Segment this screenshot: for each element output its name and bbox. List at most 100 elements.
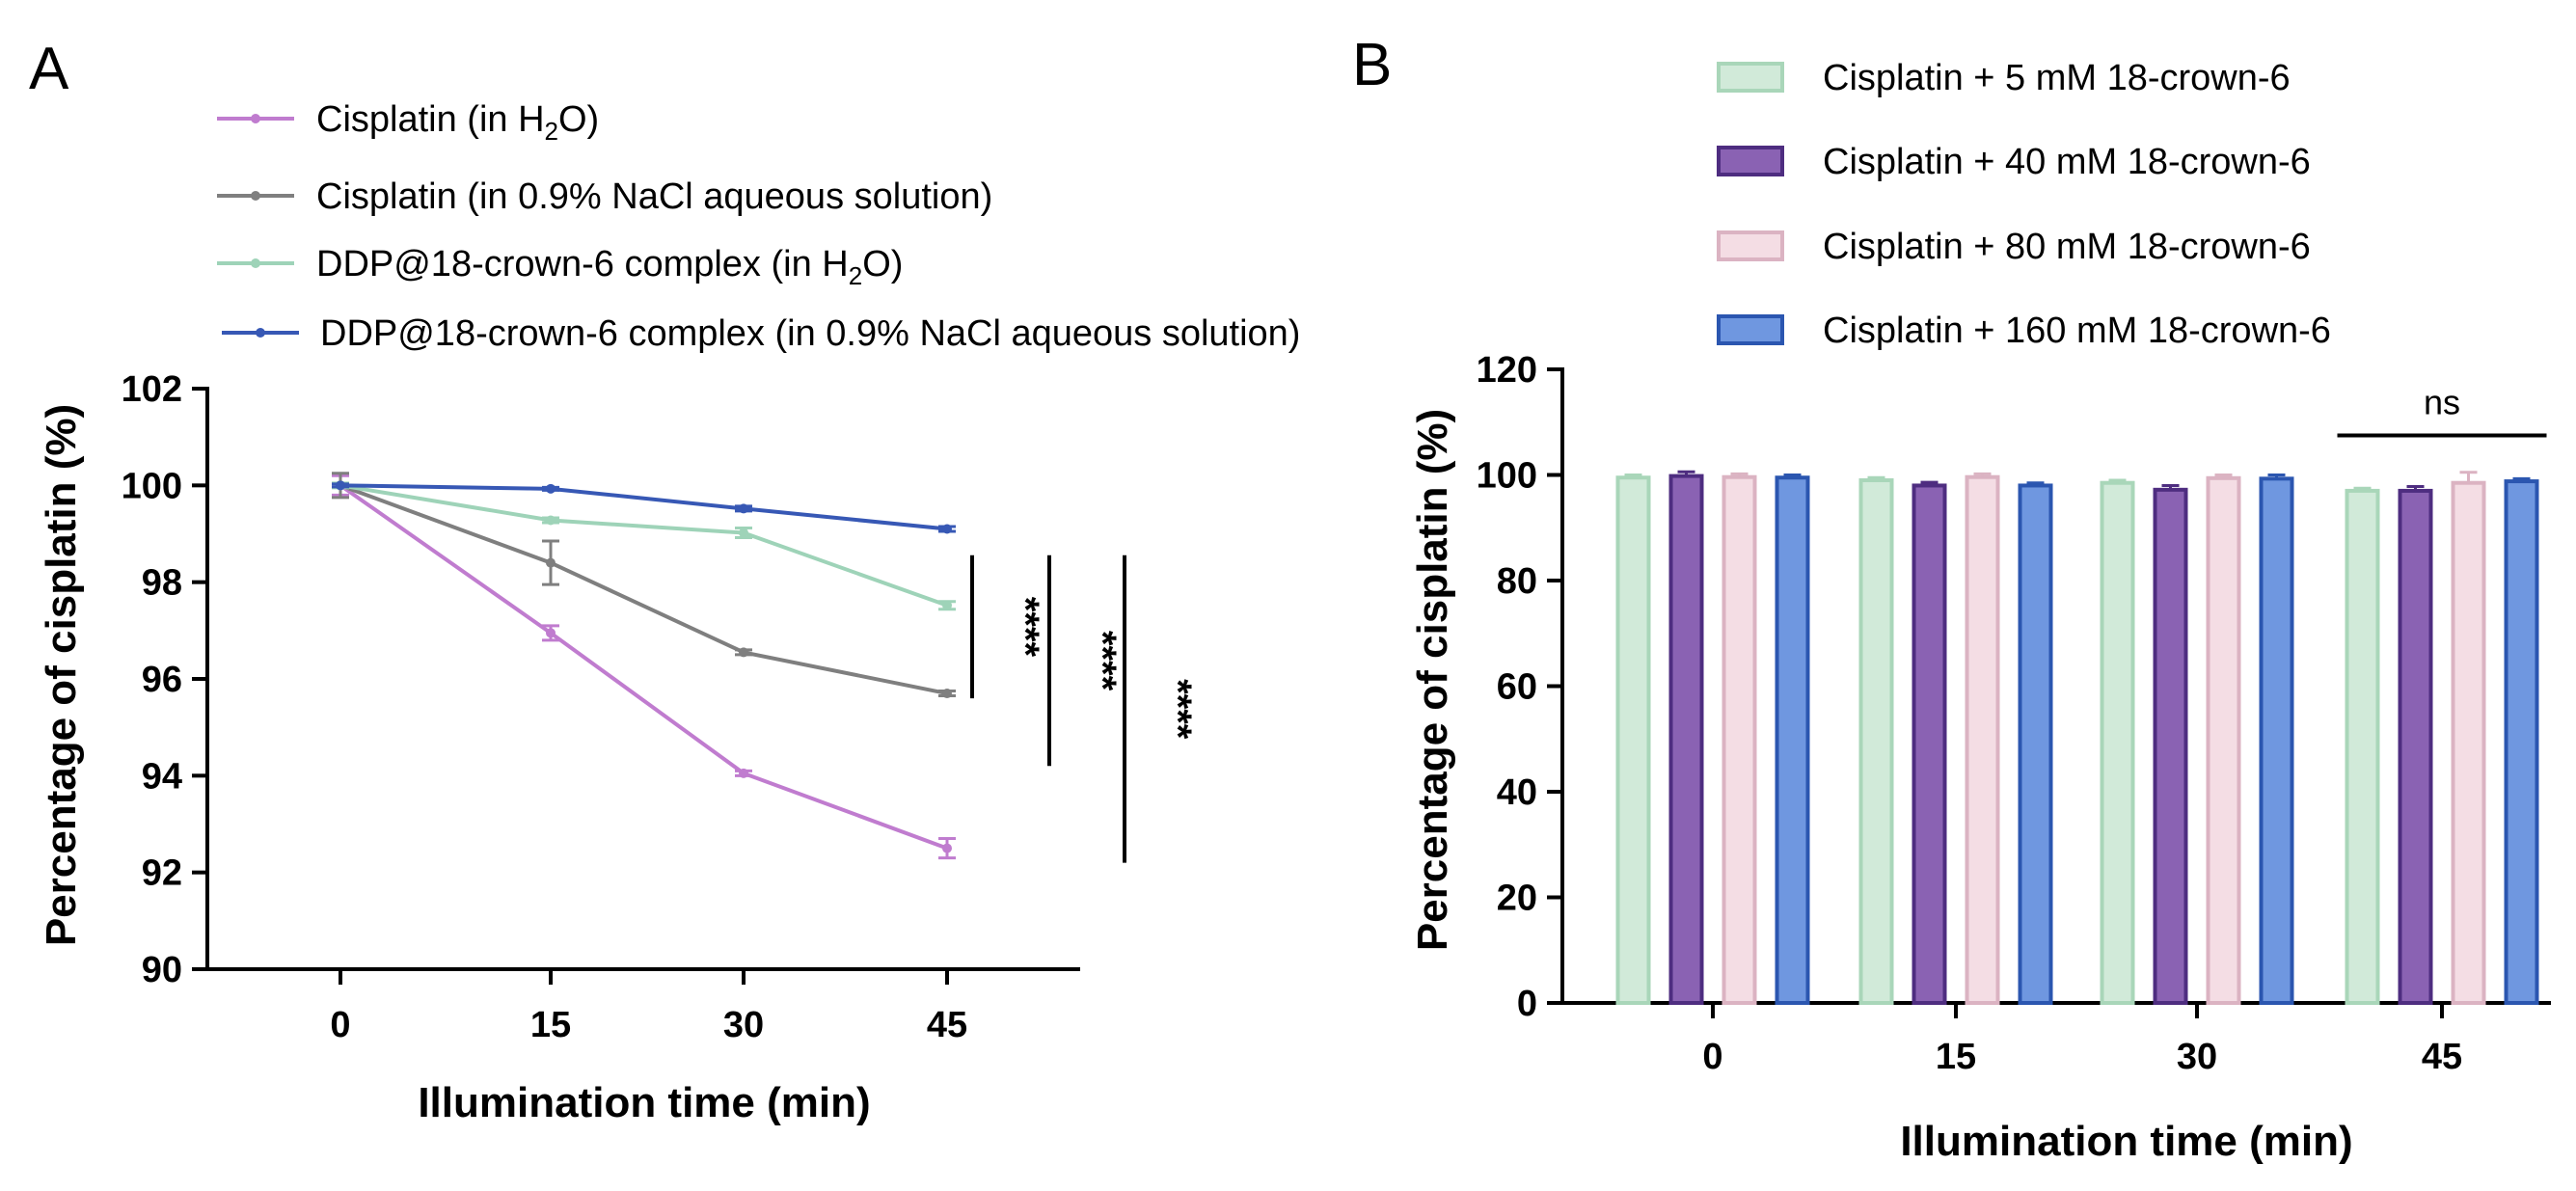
data-point xyxy=(739,647,748,658)
series-line xyxy=(339,483,948,851)
data-point xyxy=(546,628,556,638)
bar xyxy=(1615,475,1651,1005)
bar-group-item xyxy=(1912,480,1947,1005)
bar xyxy=(1965,474,2000,1005)
bar xyxy=(2345,488,2380,1005)
y-tick-label: 100 xyxy=(1477,456,1537,497)
bar-group-item xyxy=(2206,474,2241,1006)
significance-label: ns xyxy=(2424,382,2460,421)
y-tick-label: 80 xyxy=(1497,561,1537,602)
panel-b-axes: 0 20 40 60 80 100 120 0 15 30 45 xyxy=(1477,350,2551,1077)
y-tick-label: 0 xyxy=(1517,984,1537,1024)
legend-marker xyxy=(251,258,260,268)
panel-a-axes: 90 92 94 96 98 100 102 0 15 30 45 xyxy=(122,369,1080,1045)
bar xyxy=(1858,477,1894,1006)
panel-a-line-chart: A Cisplatin (in H2O)Cisplatin (in 0.9% N… xyxy=(29,36,1300,1126)
data-point xyxy=(739,528,748,538)
data-point xyxy=(942,524,952,534)
panel-a-x-axis-title: Illumination time (min) xyxy=(418,1079,870,1126)
series-line xyxy=(339,483,948,608)
panel-a-significance: **** **** **** xyxy=(970,555,1199,863)
data-point xyxy=(739,768,748,778)
significance-label: **** xyxy=(1004,597,1046,658)
significance-label: **** xyxy=(1081,631,1124,691)
y-tick-label: 102 xyxy=(122,369,182,410)
y-tick-label: 90 xyxy=(142,950,182,990)
bar xyxy=(2504,479,2539,1005)
y-tick-label: 96 xyxy=(142,660,182,700)
legend-label: Cisplatin + 160 mM 18-crown-6 xyxy=(1823,311,2331,351)
panel-a-label: A xyxy=(29,36,69,102)
bar xyxy=(2018,483,2053,1005)
panel-b-significance: ns xyxy=(2337,382,2547,438)
legend-item-2: Cisplatin + 80 mM 18-crown-6 xyxy=(1717,227,2311,267)
series-3 xyxy=(332,480,956,534)
legend-marker xyxy=(251,191,260,201)
bar-group-item xyxy=(2398,485,2433,1005)
legend-item-2: DDP@18-crown-6 complex (in H2O) xyxy=(217,244,903,290)
legend-swatch xyxy=(1717,314,1784,345)
x-tick-label: 30 xyxy=(2177,1037,2217,1077)
panel-b-bars xyxy=(1615,470,2539,1006)
series-1 xyxy=(332,472,956,699)
data-point xyxy=(739,503,748,514)
legend-swatch xyxy=(1717,62,1784,93)
x-tick-label: 45 xyxy=(927,1005,967,1045)
bar xyxy=(2259,476,2294,1005)
bar-group-item xyxy=(2504,476,2539,1005)
legend-text-part: DDP@18-crown-6 complex (in H xyxy=(316,244,849,284)
legend-label: DDP@18-crown-6 complex (in H2O) xyxy=(316,244,903,290)
bar-group-item xyxy=(1965,472,2000,1005)
legend-label: Cisplatin + 5 mM 18-crown-6 xyxy=(1823,58,2291,98)
bar-group-item xyxy=(1668,470,1704,1006)
legend-item-1: Cisplatin + 40 mM 18-crown-6 xyxy=(1717,142,2311,182)
x-tick-label: 45 xyxy=(2422,1037,2462,1077)
legend-marker xyxy=(251,114,260,123)
legend-label: Cisplatin + 40 mM 18-crown-6 xyxy=(1823,142,2311,182)
x-tick-label: 0 xyxy=(1702,1037,1722,1077)
legend-text-part: O) xyxy=(862,244,903,284)
bar-group-item xyxy=(1615,474,1651,1005)
bar xyxy=(2451,480,2486,1005)
bar-group-item xyxy=(1722,472,1757,1005)
bar-group-item xyxy=(2345,486,2380,1005)
bar-group-item xyxy=(2018,481,2053,1005)
y-tick-label: 40 xyxy=(1497,772,1537,813)
legend-label: DDP@18-crown-6 complex (in 0.9% NaCl aqu… xyxy=(320,313,1300,354)
legend-item-3: Cisplatin + 160 mM 18-crown-6 xyxy=(1717,311,2331,351)
bar-group-item xyxy=(1858,475,1894,1006)
data-point xyxy=(546,515,556,526)
legend-label: Cisplatin + 80 mM 18-crown-6 xyxy=(1823,227,2311,267)
data-point xyxy=(942,689,952,699)
series-line xyxy=(339,483,948,696)
bar-group-item xyxy=(2153,483,2188,1005)
legend-swatch xyxy=(1717,146,1784,176)
legend-swatch xyxy=(1717,230,1784,261)
y-tick-label: 98 xyxy=(142,563,182,604)
legend-subscript: 2 xyxy=(849,261,862,290)
panel-a-legend: Cisplatin (in H2O)Cisplatin (in 0.9% NaC… xyxy=(217,99,1300,354)
legend-marker xyxy=(256,328,265,338)
legend-text-part: Cisplatin (in H xyxy=(316,99,545,140)
x-tick-label: 30 xyxy=(723,1005,764,1045)
x-tick-label: 0 xyxy=(330,1005,350,1045)
bar xyxy=(1722,474,1757,1005)
data-point xyxy=(546,557,556,568)
y-tick-label: 120 xyxy=(1477,350,1537,391)
y-tick-label: 92 xyxy=(142,853,182,894)
y-tick-label: 94 xyxy=(142,756,182,797)
y-tick-label: 20 xyxy=(1497,879,1537,919)
bar xyxy=(1668,474,1704,1006)
legend-subscript: 2 xyxy=(545,117,558,146)
bar-group-item xyxy=(2100,478,2135,1005)
panel-b-x-axis-title: Illumination time (min) xyxy=(1900,1118,2352,1165)
data-point xyxy=(942,843,952,853)
legend-label: Cisplatin (in 0.9% NaCl aqueous solution… xyxy=(316,176,992,217)
bar xyxy=(2206,475,2241,1006)
legend-item-0: Cisplatin (in H2O) xyxy=(217,99,599,146)
bar xyxy=(2100,480,2135,1005)
bar xyxy=(2398,488,2433,1005)
legend-label: Cisplatin (in H2O) xyxy=(316,99,599,146)
